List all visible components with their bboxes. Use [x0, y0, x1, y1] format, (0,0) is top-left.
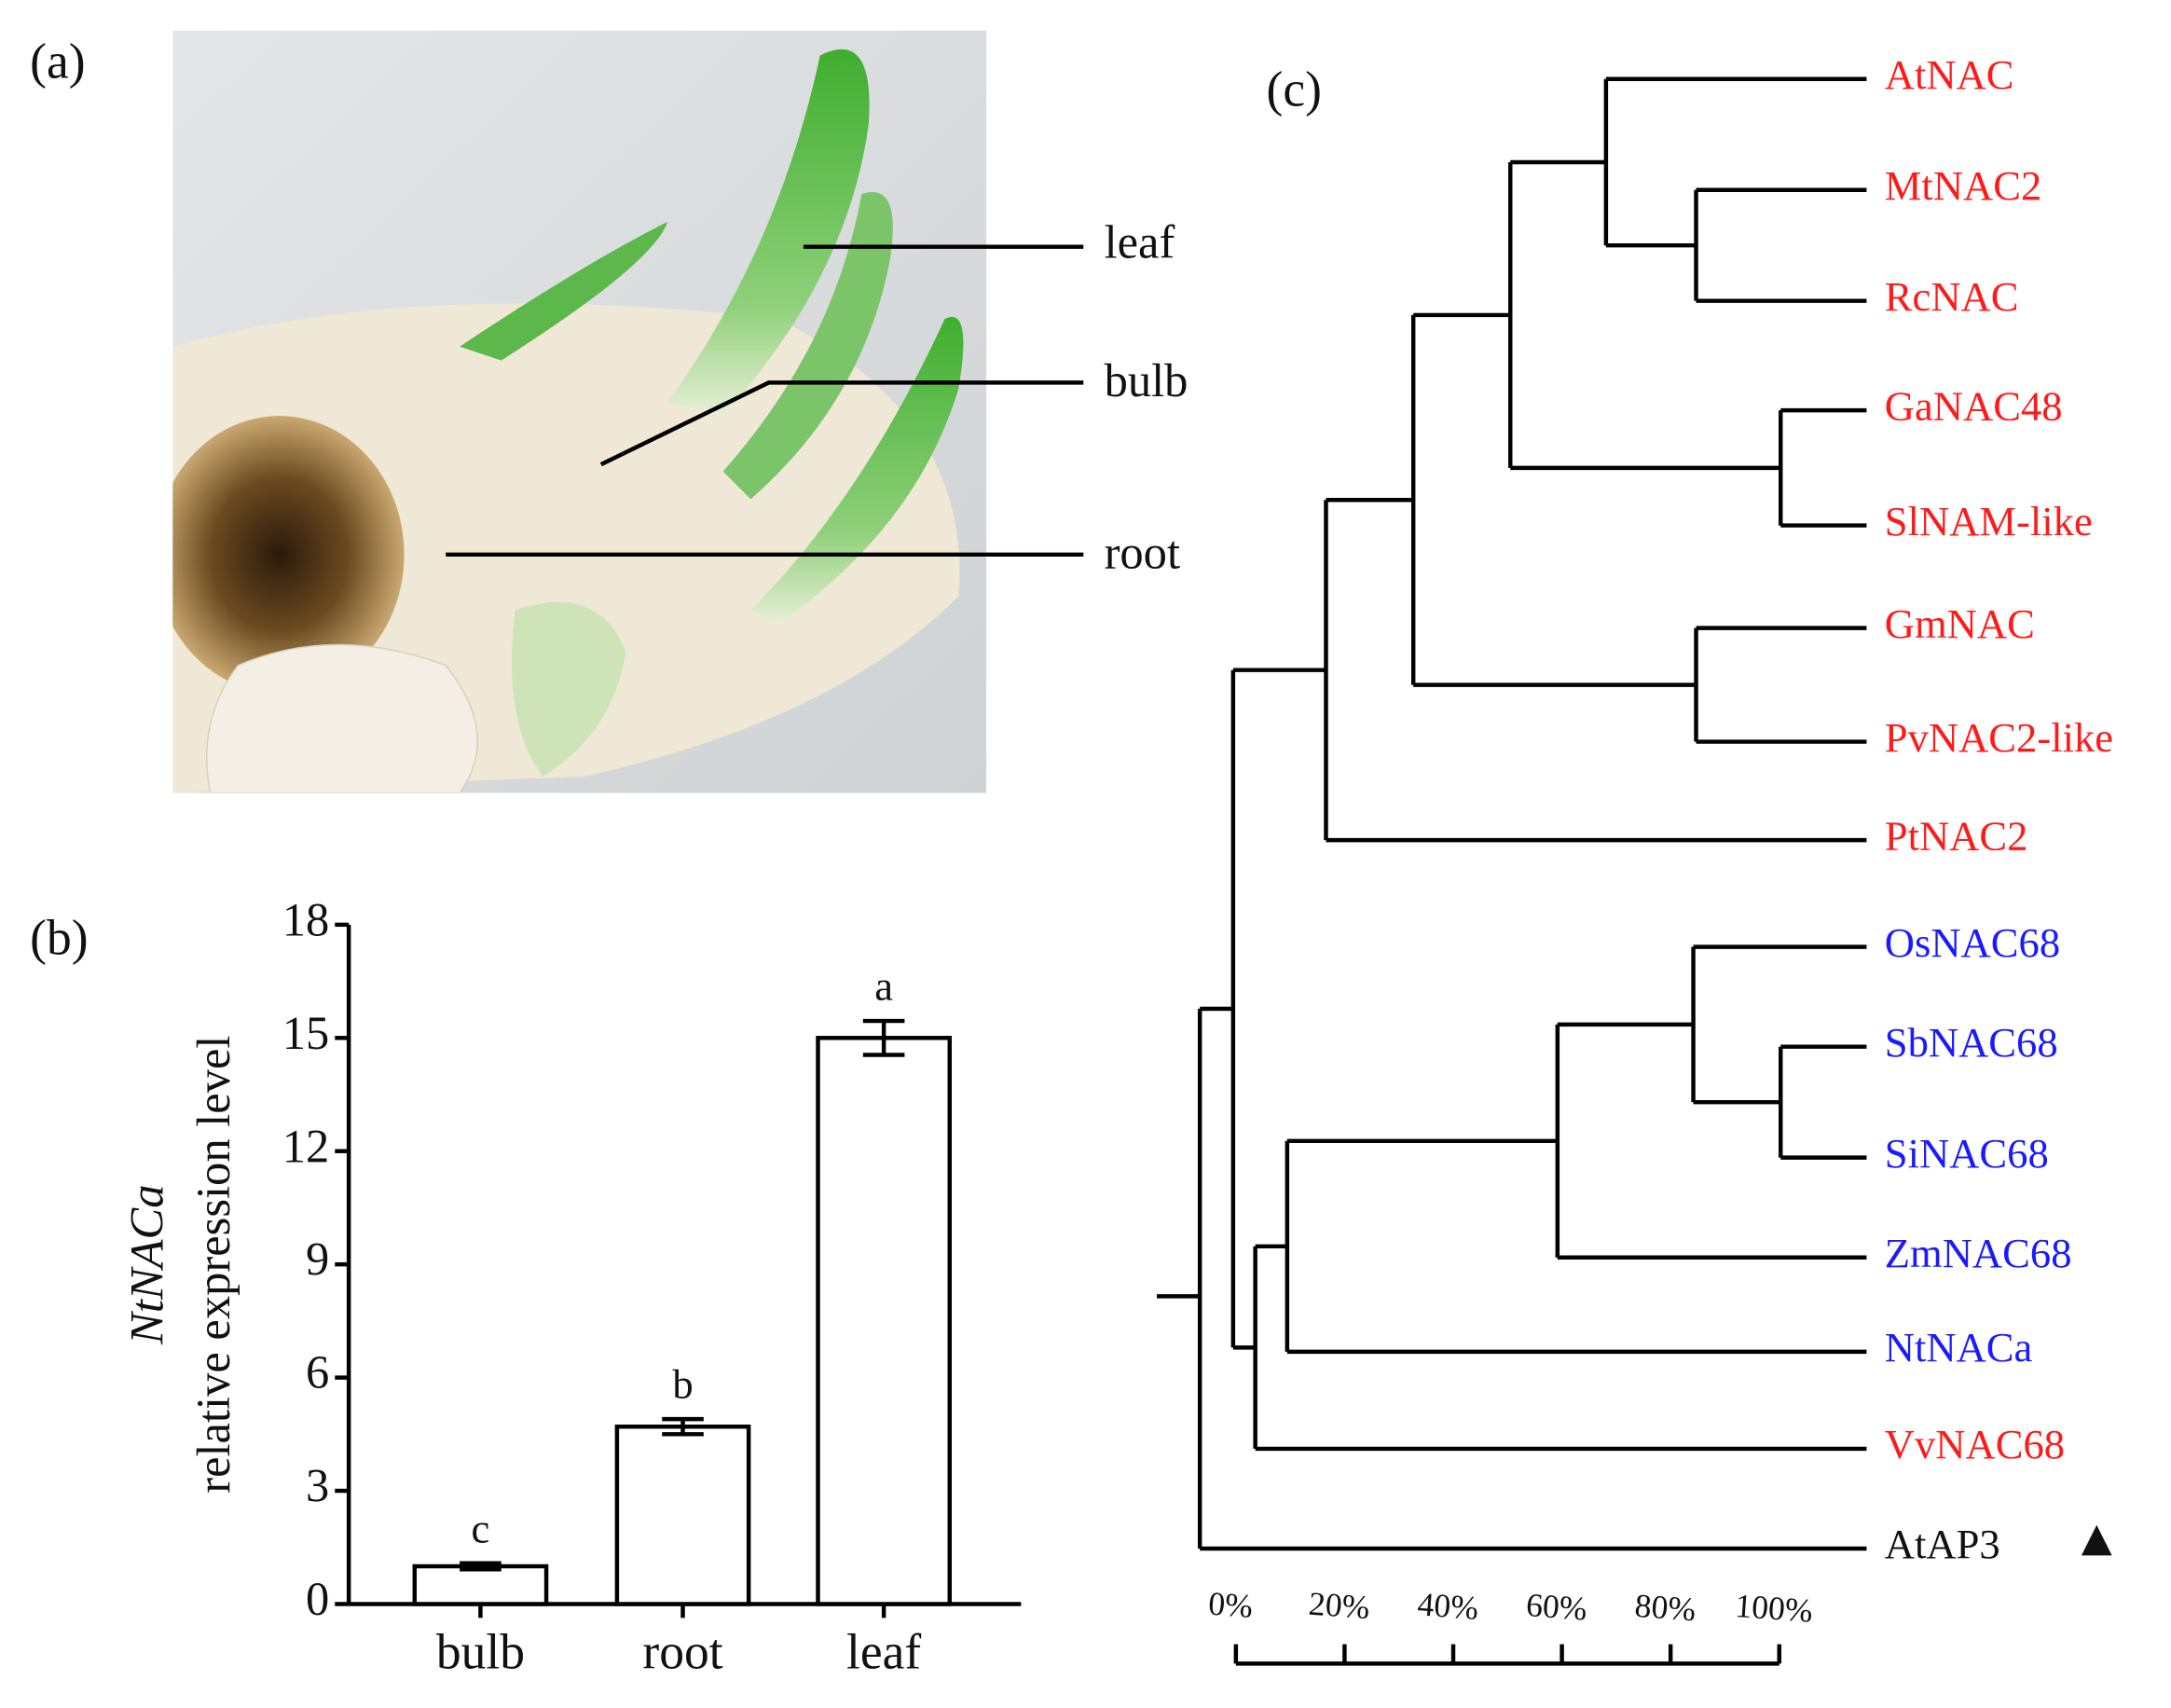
y-tick-label: 0	[306, 1573, 329, 1625]
x-tick-label: root	[642, 1623, 722, 1679]
y-tick-label: 6	[306, 1346, 329, 1398]
panel-label: (c)	[1267, 61, 1322, 117]
scale-tick-label: 20%	[1308, 1585, 1371, 1626]
leaf-label: VvNAC68	[1885, 1421, 2065, 1467]
bar	[614, 1424, 751, 1606]
leaf-label: PtNAC2	[1885, 812, 2028, 859]
leaf-label: MtNAC2	[1885, 162, 2042, 209]
significance-letter: a	[874, 963, 893, 1010]
significance-letter: b	[672, 1361, 693, 1408]
y-tick-label: 3	[306, 1460, 329, 1512]
y-tick-label: 9	[306, 1233, 329, 1286]
scale-tick-label: 60%	[1525, 1586, 1588, 1627]
leaf-label: GmNAC	[1885, 600, 2035, 647]
scale-tick-label: 80%	[1633, 1587, 1697, 1628]
y-axis-label: NtNACa	[121, 1184, 173, 1344]
scale-tick-label: 0%	[1207, 1585, 1254, 1625]
x-tick-label: leaf	[846, 1623, 921, 1679]
leaf-label: SiNAC68	[1885, 1130, 2049, 1177]
panel-label: (b)	[30, 909, 88, 965]
annotation: root	[1105, 526, 1180, 578]
bar	[816, 1036, 953, 1606]
leaf-label: AtNAC	[1885, 51, 2014, 98]
leaf-label: ZmNAC68	[1885, 1230, 2072, 1276]
leaf-label: GaNAC48	[1885, 382, 2063, 429]
annotation-lines	[446, 244, 1084, 558]
leaf-label: PvNAC2-like	[1885, 714, 2113, 761]
bulb-pointer	[599, 380, 1084, 467]
leaf-label: OsNAC68	[1885, 919, 2060, 966]
photo	[172, 30, 987, 793]
leaf-label: RcNAC	[1885, 273, 2019, 320]
y-tick-label: 12	[282, 1120, 330, 1172]
scale-tick-label: 40%	[1416, 1585, 1479, 1626]
leaf-label: NtNACa	[1885, 1324, 2033, 1371]
bar	[412, 1563, 549, 1606]
leaf-label: SbNAC68	[1885, 1019, 2058, 1066]
y-tick-label: 18	[282, 893, 330, 945]
scale-tick-label: 100%	[1734, 1587, 1814, 1630]
x-tick-label: bulb	[436, 1623, 525, 1679]
leaf-label: AtAP3	[1885, 1521, 2000, 1567]
panel-label: (a)	[30, 34, 85, 90]
annotation: bulb	[1105, 354, 1189, 406]
significance-letter: c	[472, 1505, 490, 1551]
y-tick-label: 15	[282, 1007, 330, 1059]
leaf-label: SlNAM-like	[1885, 498, 2093, 544]
annotation: leaf	[1105, 215, 1175, 268]
y-axis-label: relative expression level	[187, 1036, 240, 1494]
outgroup-marker	[2081, 1524, 2112, 1556]
